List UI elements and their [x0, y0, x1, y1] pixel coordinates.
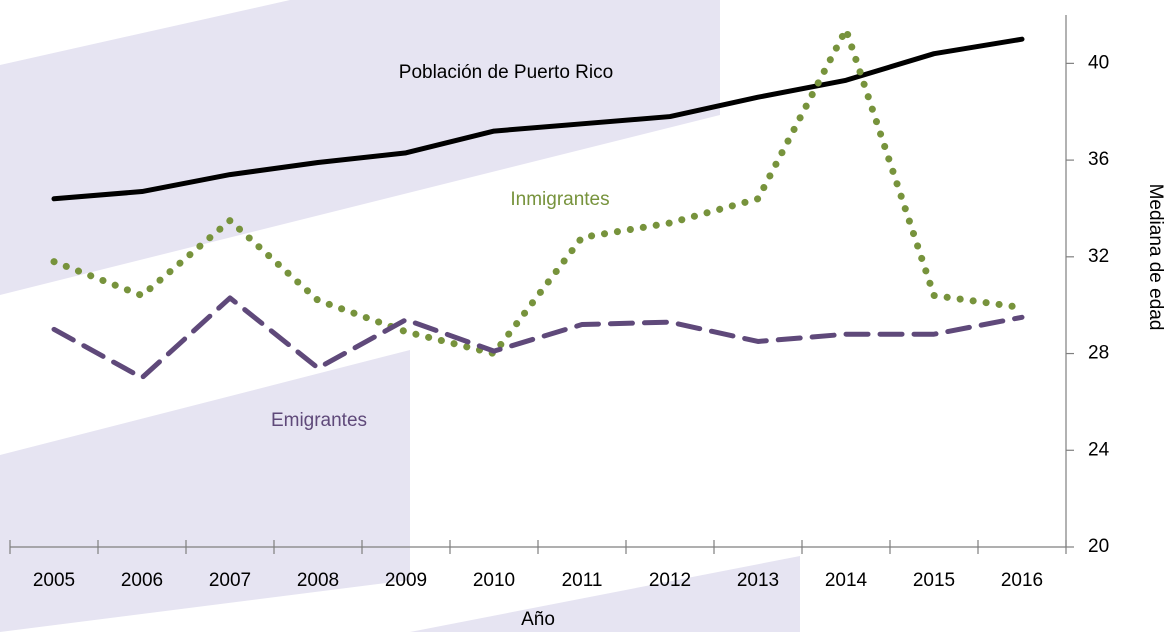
series-line — [51, 295, 1025, 381]
x-tick-label: 2005 — [33, 570, 75, 591]
background-band — [0, 0, 720, 295]
x-tick-label: 2010 — [473, 570, 515, 591]
x-tick-label: 2006 — [121, 570, 163, 591]
y-tick-label: 20 — [1088, 536, 1109, 557]
x-axis-label: Año — [521, 609, 555, 630]
y-axis-label: Mediana de edad — [1145, 184, 1166, 331]
series-label: Población de Puerto Rico — [399, 62, 613, 83]
x-tick-label: 2016 — [1001, 570, 1043, 591]
series-label: Emigrantes — [271, 410, 367, 431]
x-tick-label: 2014 — [825, 570, 868, 591]
x-tick-label: 2007 — [209, 570, 251, 591]
series-line — [51, 36, 1025, 202]
background-shapes — [0, 0, 800, 632]
x-tick-label: 2009 — [385, 570, 427, 591]
background-band — [410, 556, 800, 632]
y-tick-label: 32 — [1088, 246, 1109, 267]
x-tick-label: 2011 — [562, 570, 603, 591]
background-band — [0, 350, 410, 632]
x-tick-label: 2012 — [649, 570, 691, 591]
x-tick-label: 2008 — [297, 570, 339, 591]
x-tick-label: 2015 — [913, 570, 955, 591]
series-line — [50, 26, 1026, 358]
y-tick-label: 24 — [1088, 439, 1110, 460]
series-label: Inmigrantes — [510, 189, 609, 210]
x-tick-label: 2013 — [737, 570, 779, 591]
y-tick-label: 36 — [1088, 149, 1109, 170]
y-tick-label: 28 — [1088, 343, 1109, 364]
y-tick-label: 40 — [1088, 52, 1109, 73]
